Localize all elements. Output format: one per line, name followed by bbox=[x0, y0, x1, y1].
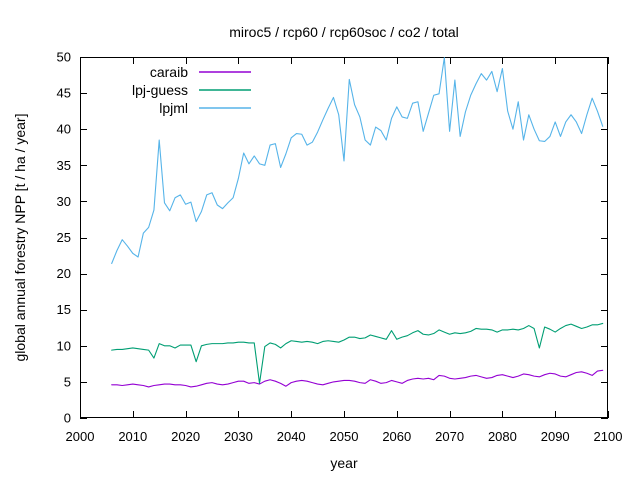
x-tick-label: 2060 bbox=[382, 429, 411, 444]
y-tick-label: 45 bbox=[57, 86, 71, 101]
x-tick-label: 2040 bbox=[277, 429, 306, 444]
series-line-lpjml bbox=[111, 57, 604, 265]
chart-title: miroc5 / rcp60 / rcp60soc / co2 / total bbox=[229, 24, 459, 40]
x-tick-label: 2100 bbox=[594, 429, 623, 444]
x-tick-label: 2020 bbox=[171, 429, 200, 444]
x-tick-label: 2030 bbox=[224, 429, 253, 444]
y-tick-label: 15 bbox=[57, 302, 71, 317]
series-line-lpj-guess bbox=[111, 322, 604, 384]
x-tick-label: 2050 bbox=[330, 429, 359, 444]
legend-label-lpjml: lpjml bbox=[159, 100, 188, 116]
y-tick-label: 35 bbox=[57, 158, 71, 173]
y-tick-label: 50 bbox=[57, 50, 71, 65]
x-tick-label: 2090 bbox=[541, 429, 570, 444]
y-axis-label: global annual forestry NPP [t / ha / yea… bbox=[12, 114, 28, 362]
y-tick-label: 25 bbox=[57, 230, 71, 245]
x-tick-label: 2070 bbox=[435, 429, 464, 444]
y-tick-label: 0 bbox=[64, 411, 71, 426]
series-lines bbox=[111, 57, 604, 388]
y-tick-label: 5 bbox=[64, 374, 71, 389]
y-tick-label: 20 bbox=[57, 266, 71, 281]
legend-label-lpj-guess: lpj-guess bbox=[132, 82, 188, 98]
x-axis-label: year bbox=[330, 455, 358, 471]
series-line-caraib bbox=[111, 369, 604, 388]
x-tick-label: 2000 bbox=[66, 429, 95, 444]
y-tick-label: 30 bbox=[57, 194, 71, 209]
y-tick-label: 40 bbox=[57, 122, 71, 137]
axis-ticks: 2000 2010 2020 2030 2040 2050 2060 2070 2080 2090… bbox=[57, 50, 623, 445]
legend-label-caraib: caraib bbox=[150, 64, 188, 80]
plot-border bbox=[80, 57, 608, 418]
y-tick-label: 10 bbox=[57, 338, 71, 353]
legend: caraib lpj-guess lpjml bbox=[132, 64, 251, 116]
x-tick-label: 2080 bbox=[488, 429, 517, 444]
x-tick-label: 2010 bbox=[118, 429, 147, 444]
